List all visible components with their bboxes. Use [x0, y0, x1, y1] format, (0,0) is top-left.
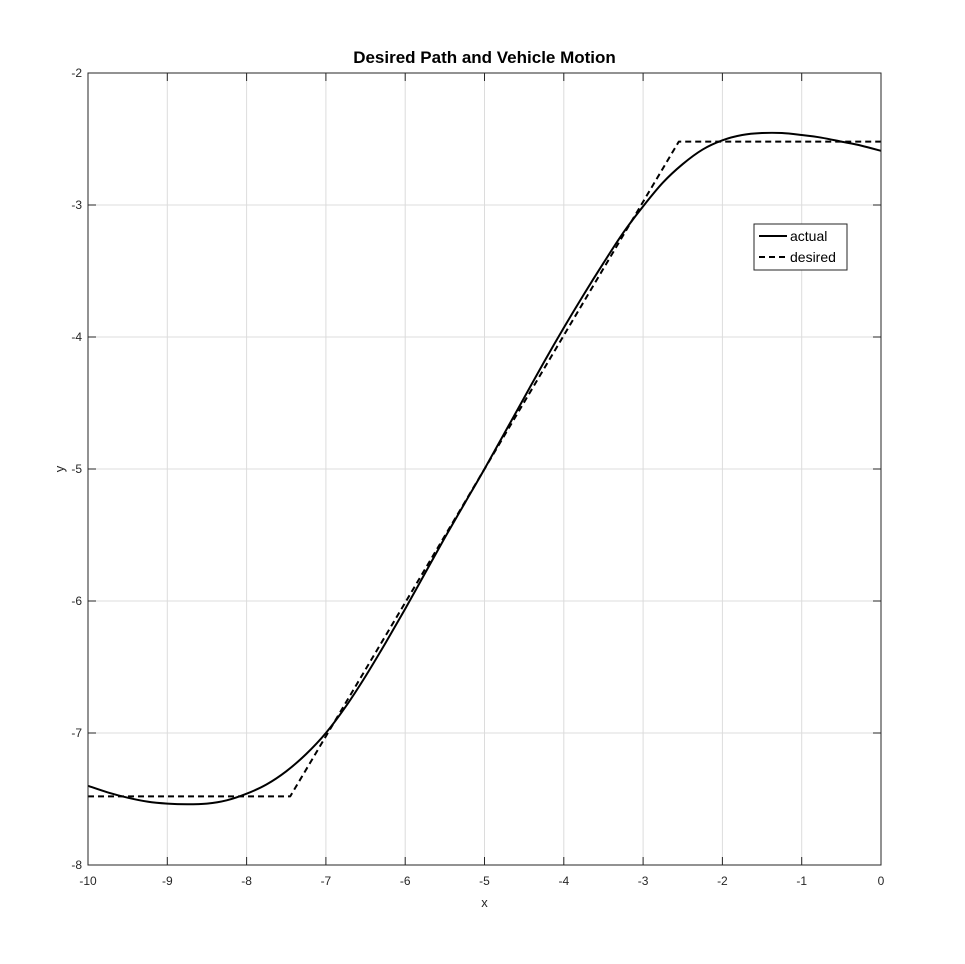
y-tick-label: -4: [71, 330, 82, 344]
x-tick-label: -1: [796, 874, 807, 888]
legend-label-actual: actual: [790, 228, 827, 244]
series-line-desired: [88, 140, 881, 798]
x-axis-label: x: [481, 895, 488, 910]
x-tick-label: -8: [241, 874, 252, 888]
x-tick-label: 0: [878, 874, 885, 888]
x-tick-label: -5: [479, 874, 490, 888]
y-tick-label: -8: [71, 858, 82, 872]
y-tick-label: -6: [71, 594, 82, 608]
x-tick-label: -7: [321, 874, 332, 888]
x-tick-label: -6: [400, 874, 411, 888]
x-tick-label: -10: [79, 874, 97, 888]
series-group: [87, 131, 882, 806]
x-tick-label: -4: [558, 874, 569, 888]
x-tick-label: -3: [638, 874, 649, 888]
y-tick-label: -5: [71, 462, 82, 476]
y-tick-label: -7: [71, 726, 82, 740]
y-axis-label: y: [52, 465, 67, 472]
ticks: [87, 72, 882, 866]
tick-labels: -10 -9 -8 -7 -6 -5 -4 -3 -2 -1 0-8-7-6-5-4-3-2: [71, 66, 884, 888]
legend: actual desired: [753, 223, 848, 271]
legend-label-desired: desired: [790, 249, 836, 265]
x-tick-label: -9: [162, 874, 173, 888]
x-tick-label: -2: [717, 874, 728, 888]
y-tick-label: -2: [71, 66, 82, 80]
y-tick-label: -3: [71, 198, 82, 212]
legend-box: [753, 223, 848, 271]
chart-title: Desired Path and Vehicle Motion: [353, 48, 616, 67]
